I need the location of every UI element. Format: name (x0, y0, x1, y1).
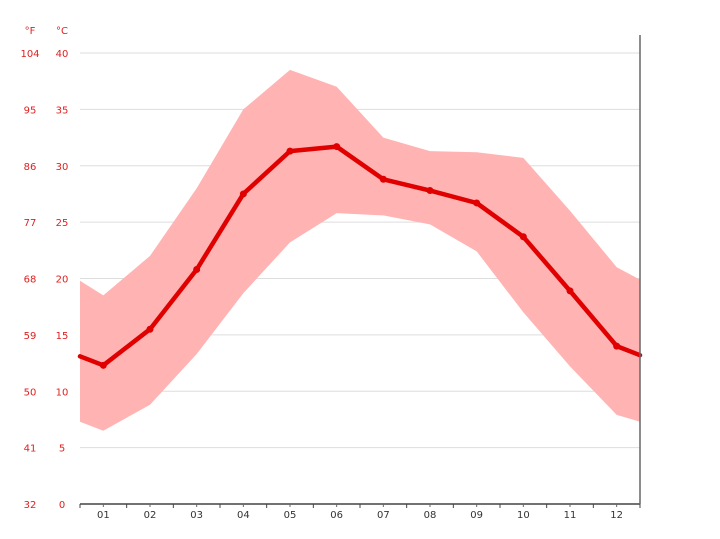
x-tick-label: 02 (144, 510, 157, 521)
data-point (519, 233, 527, 241)
data-point (426, 187, 434, 195)
x-tick-label: 12 (610, 510, 623, 521)
data-point (473, 199, 481, 207)
x-tick-label: 05 (284, 510, 297, 521)
y-tick-celsius: 10 (56, 387, 69, 398)
data-point (613, 342, 621, 350)
y-tick-fahrenheit: 104 (20, 49, 39, 60)
y-tick-celsius: 0 (59, 500, 65, 511)
temperature-range-band (80, 69, 640, 431)
x-tick-label: 04 (237, 510, 250, 521)
x-tick-labels: 01 02 03 04 05 06 07 08 09 10 11 12 (97, 510, 623, 521)
data-point (146, 325, 154, 333)
y-tick-labels: 0 32 5 41 10 50 15 59 20 68 25 77 30 86 35 95 40 104 (20, 49, 68, 511)
x-tick-label: 06 (330, 510, 343, 521)
axes (79, 35, 641, 508)
data-point (379, 175, 387, 183)
y-tick-celsius: 5 (59, 444, 65, 455)
range-band-area (80, 69, 640, 431)
x-tick-label: 03 (190, 510, 203, 521)
temperature-series (77, 143, 643, 369)
data-point (286, 147, 294, 155)
y-tick-fahrenheit: 95 (24, 105, 37, 116)
y-tick-fahrenheit: 77 (24, 218, 37, 229)
average-temperature-line (77, 144, 643, 368)
y-tick-celsius: 35 (56, 105, 69, 116)
y-tick-fahrenheit: 41 (24, 444, 37, 455)
y-tick-celsius: 25 (56, 218, 69, 229)
data-point (566, 287, 574, 295)
y-tick-celsius: 20 (56, 275, 69, 286)
x-tick-label: 01 (97, 510, 110, 521)
x-tick-label: 09 (470, 510, 483, 521)
x-tick-label: 11 (564, 510, 577, 521)
data-point (193, 265, 201, 273)
data-point (333, 143, 341, 151)
y-tick-fahrenheit: 50 (24, 387, 37, 398)
data-point (239, 190, 247, 198)
y-tick-celsius: 40 (56, 49, 69, 60)
y-tick-fahrenheit: 59 (24, 331, 37, 342)
y-tick-celsius: 30 (56, 162, 69, 173)
x-tick-label: 10 (517, 510, 530, 521)
y-tick-celsius: 15 (56, 331, 69, 342)
data-point (99, 361, 107, 369)
y-tick-fahrenheit: 86 (24, 162, 37, 173)
x-tick-label: 08 (424, 510, 437, 521)
x-tick-label: 07 (377, 510, 390, 521)
y-tick-fahrenheit: 68 (24, 275, 37, 286)
y-tick-fahrenheit: 32 (24, 500, 37, 511)
fahrenheit-unit-label: °F (25, 26, 36, 37)
celsius-unit-label: °C (56, 26, 68, 37)
